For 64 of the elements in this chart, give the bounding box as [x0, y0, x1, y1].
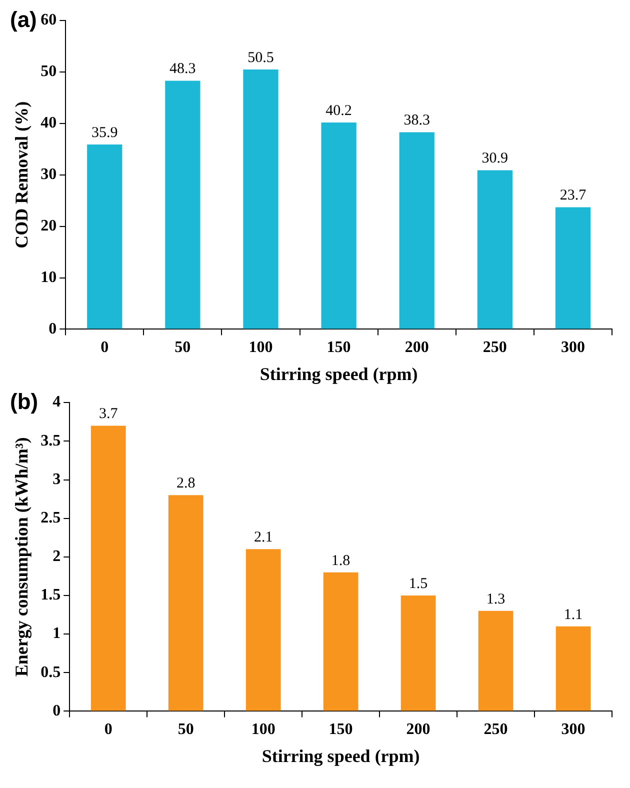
data-label: 1.1 [564, 606, 583, 623]
x-tick-label: 200 [406, 720, 430, 738]
bar [399, 132, 434, 329]
data-label: 40.2 [326, 102, 352, 119]
data-label: 35.9 [92, 124, 118, 141]
y-tick-label: 60 [40, 12, 57, 29]
y-axis-title: Energy consumption (kWh/m³) [11, 437, 32, 677]
y-tick-label: 0.5 [40, 664, 61, 681]
x-tick-label: 300 [560, 338, 585, 356]
data-label: 2.1 [254, 530, 273, 546]
x-tick-label: 250 [484, 720, 508, 738]
bar [87, 144, 122, 329]
data-label: 30.9 [482, 150, 508, 167]
x-tick-label: 50 [178, 720, 194, 738]
y-tick-label: 2 [52, 548, 61, 566]
x-tick-label: 100 [251, 720, 276, 738]
y-tick-label: 3.5 [40, 432, 61, 450]
bar [556, 626, 591, 711]
x-tick-label: 0 [100, 338, 109, 356]
bar [323, 572, 358, 711]
text: (b) [10, 389, 38, 414]
data-label: 1.8 [331, 552, 350, 569]
y-tick-label: 1 [52, 625, 61, 642]
data-label: 1.3 [486, 591, 506, 608]
data-label: 3.7 [98, 406, 118, 422]
bar [90, 426, 126, 711]
bar [477, 170, 512, 329]
x-tick-label: 300 [561, 720, 586, 738]
y-tick-label: 30 [40, 166, 57, 184]
bar [165, 80, 200, 329]
x-axis-title: Stirring speed (rpm) [262, 746, 420, 766]
x-tick-label: 150 [328, 720, 353, 738]
y-tick-label: 0 [48, 320, 57, 338]
data-label: 1.5 [408, 576, 428, 592]
x-tick-label: 0 [104, 720, 112, 738]
x-tick-label: 100 [248, 338, 273, 356]
bar [400, 595, 436, 711]
y-tick-label: 0 [52, 702, 61, 720]
bar [246, 549, 281, 711]
y-axis-title: COD Removal (%) [11, 101, 32, 248]
data-label: 23.7 [560, 188, 587, 204]
y-tick-label: 20 [40, 217, 57, 234]
y-tick-label: 2.5 [40, 509, 61, 526]
y-tick-label: 4 [52, 394, 61, 411]
y-tick-label: 40 [40, 114, 57, 132]
bar [478, 610, 514, 711]
x-axis-title: Stirring speed (rpm) [260, 364, 418, 384]
x-tick-label: 200 [404, 338, 429, 356]
x-tick-label: 50 [174, 338, 191, 356]
data-label: 2.8 [176, 476, 196, 492]
data-label: 48.3 [170, 61, 196, 78]
x-tick-label: 150 [326, 338, 351, 356]
bar [555, 207, 591, 329]
bar [243, 69, 278, 329]
y-tick-label: 3 [52, 470, 61, 488]
bar [321, 122, 356, 329]
bar [168, 495, 204, 711]
data-label: 50.5 [248, 50, 274, 66]
y-tick-label: 10 [40, 268, 57, 286]
data-label: 38.3 [404, 112, 430, 129]
y-tick-label: 50 [40, 63, 57, 80]
text: (a) [10, 7, 37, 32]
x-tick-label: 250 [482, 338, 507, 356]
y-tick-label: 1.5 [40, 586, 61, 604]
